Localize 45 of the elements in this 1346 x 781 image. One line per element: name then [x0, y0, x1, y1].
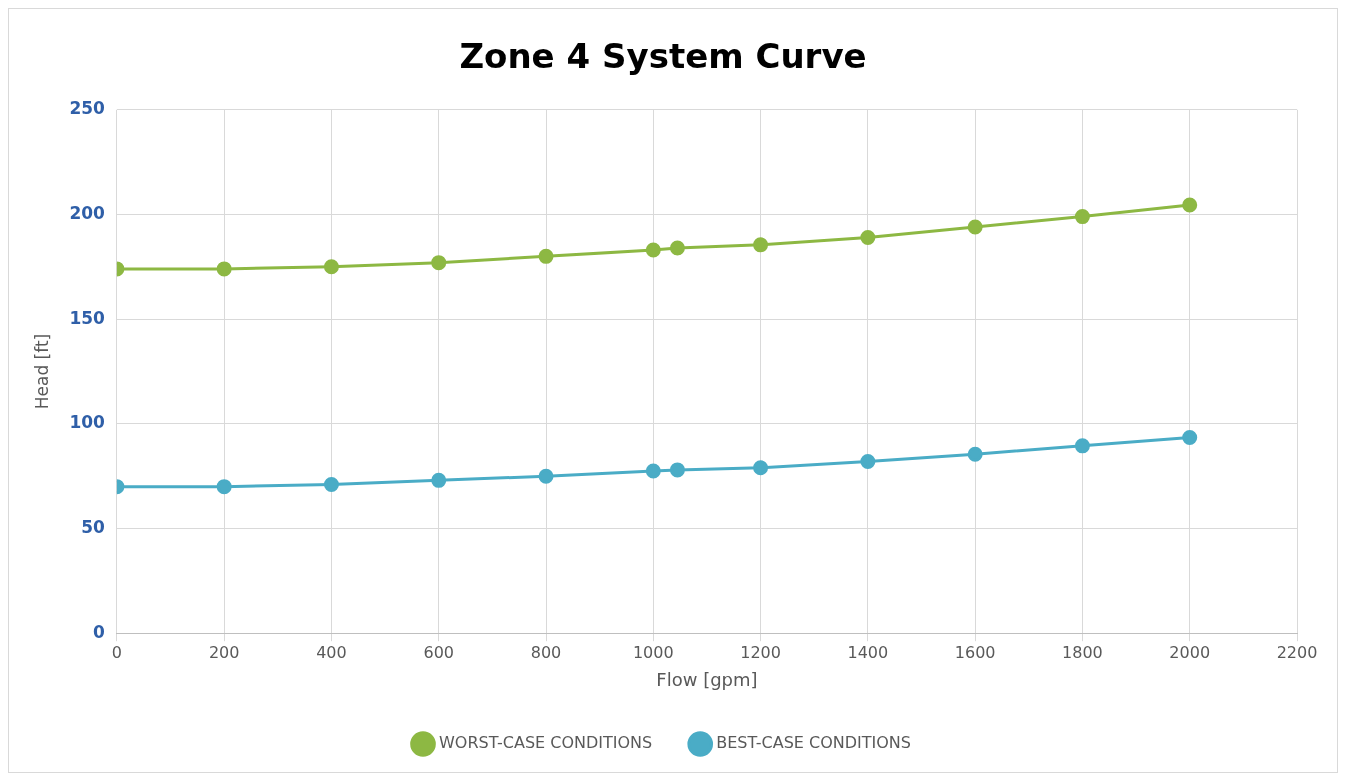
x-tick-label: 200 [208, 642, 240, 662]
point [431, 472, 447, 488]
x-tick-label: 1600 [954, 642, 996, 662]
legend-label: WORST-CASE CONDITIONS [439, 733, 653, 753]
x-tick-label: 400 [316, 642, 347, 662]
point [1182, 197, 1198, 213]
point [967, 446, 983, 462]
point [860, 230, 876, 246]
legend-label: BEST-CASE CONDITIONS [716, 733, 911, 753]
point [753, 460, 769, 476]
point [860, 454, 876, 470]
y-tick-label: 50 [81, 516, 106, 537]
x-tick-label: 1400 [847, 642, 889, 662]
point [216, 261, 232, 277]
point [538, 248, 554, 264]
x-tick-label: 1000 [632, 642, 674, 662]
point [967, 219, 983, 235]
point [1182, 429, 1198, 445]
point [753, 237, 769, 253]
point [669, 462, 685, 478]
x-axis-title: Flow [gpm] [656, 668, 758, 690]
point [645, 463, 661, 479]
x-tick-label: 1800 [1062, 642, 1103, 662]
x-tick-label: 800 [530, 642, 562, 662]
y-tick-label: 0 [93, 621, 106, 642]
point [538, 468, 554, 484]
point [323, 477, 339, 493]
y-tick-label: 250 [69, 98, 106, 119]
chart-title: Zone 4 System Curve [459, 36, 867, 77]
point [216, 479, 232, 495]
point [1074, 438, 1090, 454]
point [669, 240, 685, 256]
y-axis-title: Head [ft] [31, 333, 52, 410]
point [431, 255, 447, 271]
point [323, 259, 339, 275]
x-tick-label: 0 [111, 642, 122, 662]
x-tick-label: 1200 [740, 642, 781, 662]
x-tick-label: 600 [423, 642, 455, 662]
y-tick-label: 200 [69, 202, 106, 223]
y-tick-label: 100 [69, 412, 106, 433]
point [645, 242, 661, 258]
x-tick-label: 2000 [1169, 642, 1211, 662]
x-tick-label: 2200 [1276, 642, 1318, 662]
y-tick-label: 150 [69, 307, 106, 328]
point [1074, 209, 1090, 225]
